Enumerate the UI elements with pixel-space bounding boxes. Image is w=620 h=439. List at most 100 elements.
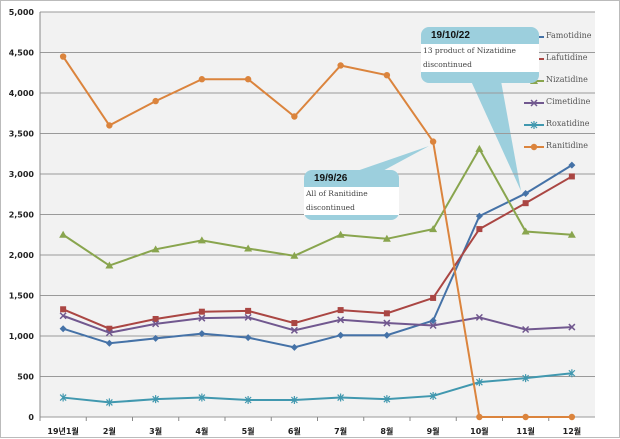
data-point [105, 398, 113, 407]
x-tick-label: 6월 [288, 426, 301, 436]
legend-label: Nizatidine [546, 75, 588, 84]
y-tick-label: 4,500 [9, 49, 35, 58]
data-point [430, 294, 437, 301]
data-point [59, 325, 67, 333]
annotation-text: All of Ranitidine discontinued [304, 187, 399, 215]
x-tick-label: 5월 [242, 426, 255, 436]
data-point [290, 343, 298, 351]
series-cimetidine [59, 312, 576, 337]
data-point [568, 413, 576, 421]
data-point [429, 138, 437, 145]
data-point [105, 261, 114, 269]
series-line [62, 164, 573, 349]
data-point [197, 236, 206, 244]
data-point [383, 331, 391, 339]
data-point [198, 393, 206, 402]
y-tick-label: 3,000 [9, 170, 35, 179]
data-point [475, 144, 484, 152]
data-point [521, 227, 530, 235]
y-tick-label: 4,000 [9, 89, 35, 98]
data-point [290, 251, 299, 259]
data-point [152, 334, 160, 342]
data-point [522, 374, 530, 383]
data-point [244, 334, 252, 342]
data-point [151, 245, 160, 253]
data-point [475, 212, 483, 220]
data-point [152, 395, 160, 404]
data-point [568, 369, 576, 378]
data-point [59, 53, 67, 60]
data-point [429, 317, 437, 325]
series-famotidine [59, 161, 576, 351]
data-point [337, 307, 344, 314]
data-point [568, 161, 576, 169]
data-point [522, 413, 529, 421]
series-line [63, 372, 572, 404]
data-point [568, 173, 575, 180]
data-point [152, 320, 160, 328]
data-point [244, 76, 252, 83]
data-point [291, 320, 298, 327]
data-point [337, 393, 345, 402]
series-line [62, 314, 572, 334]
x-tick-label: 9월 [427, 426, 440, 436]
data-point [522, 325, 530, 334]
data-point [476, 413, 483, 421]
y-tick-label: 0 [28, 413, 34, 422]
legend-label: Cimetidine [546, 97, 591, 106]
annotation-nizatidine: 19/10/22 13 product of Nizatidine discont… [421, 27, 539, 83]
annotation-line: 13 product of Nizatidine [423, 46, 516, 55]
data-point [59, 393, 67, 402]
data-point [152, 315, 159, 322]
legend-label: Famotidine [546, 31, 592, 40]
data-point [290, 326, 298, 334]
annotation-title: 19/10/22 [431, 30, 470, 41]
y-tick-label: 1,500 [9, 292, 35, 301]
x-tick-label: 12월 [563, 426, 582, 436]
data-point [476, 226, 483, 233]
data-point [383, 310, 390, 317]
data-point [291, 113, 298, 120]
data-point [337, 62, 344, 69]
annotation-title: 19/9/26 [314, 173, 348, 184]
annotation-text: 13 product of Nizatidine discontinued [421, 44, 539, 72]
data-point [198, 330, 206, 338]
series-ranitidine [59, 53, 576, 421]
series-line [62, 146, 572, 267]
data-point [567, 230, 576, 238]
data-point [383, 395, 391, 404]
legend-item: Ranitidine [524, 141, 588, 151]
legend-label: Lafutidine [546, 53, 588, 62]
y-tick-label: 3,500 [9, 130, 35, 139]
legend-label: Roxatidine [546, 119, 590, 128]
data-point [475, 378, 483, 387]
annotation-line: discontinued [423, 60, 472, 69]
data-point [244, 313, 252, 321]
data-point [106, 325, 113, 332]
data-point [530, 143, 538, 151]
data-point [337, 331, 345, 339]
data-point [337, 316, 345, 324]
y-tick-label: 5,000 [9, 8, 35, 17]
data-point [198, 314, 206, 322]
y-tick-label: 1,000 [9, 332, 35, 341]
data-point [530, 121, 538, 129]
data-point [429, 391, 437, 400]
y-tick-label: 2,500 [9, 211, 35, 220]
data-point [198, 76, 206, 83]
data-point [336, 230, 345, 238]
data-point [105, 329, 113, 337]
data-point [522, 200, 529, 207]
x-tick-label: 2월 [103, 426, 116, 436]
data-point [290, 395, 298, 404]
data-point [198, 308, 205, 315]
legend-item: Roxatidine [524, 119, 590, 129]
data-point [244, 395, 252, 404]
legend-label: Ranitidine [546, 141, 588, 150]
data-point [429, 225, 438, 233]
annotation-ranitidine: 19/9/26 All of Ranitidine discontinued [304, 170, 399, 220]
data-point [244, 244, 253, 252]
data-point [106, 122, 113, 129]
data-point [60, 306, 67, 313]
series-lafutidine [60, 173, 575, 332]
